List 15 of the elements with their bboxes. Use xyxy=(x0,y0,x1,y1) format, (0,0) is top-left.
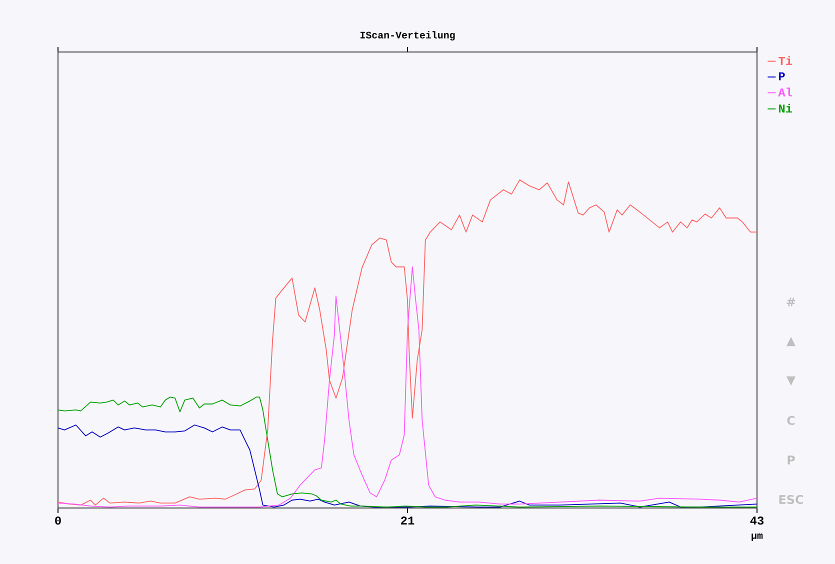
text: ESC xyxy=(779,494,804,504)
x-axis-title: µm xyxy=(752,534,763,541)
text: # xyxy=(786,298,796,306)
legend-label: Ti xyxy=(778,56,792,65)
text: ▲ xyxy=(786,336,796,346)
chart-title: IScan-Verteilung xyxy=(360,31,455,40)
x-tick-label: 43 xyxy=(750,516,764,525)
text: P xyxy=(788,456,795,464)
legend-label: Ni xyxy=(778,104,792,112)
x-tick-label: 0 xyxy=(55,516,61,525)
legend-label: Al xyxy=(778,88,792,96)
text: ▼ xyxy=(786,376,796,386)
x-tick-label: 21 xyxy=(401,516,414,525)
legend-label: P xyxy=(778,72,785,80)
text: C xyxy=(787,416,795,426)
